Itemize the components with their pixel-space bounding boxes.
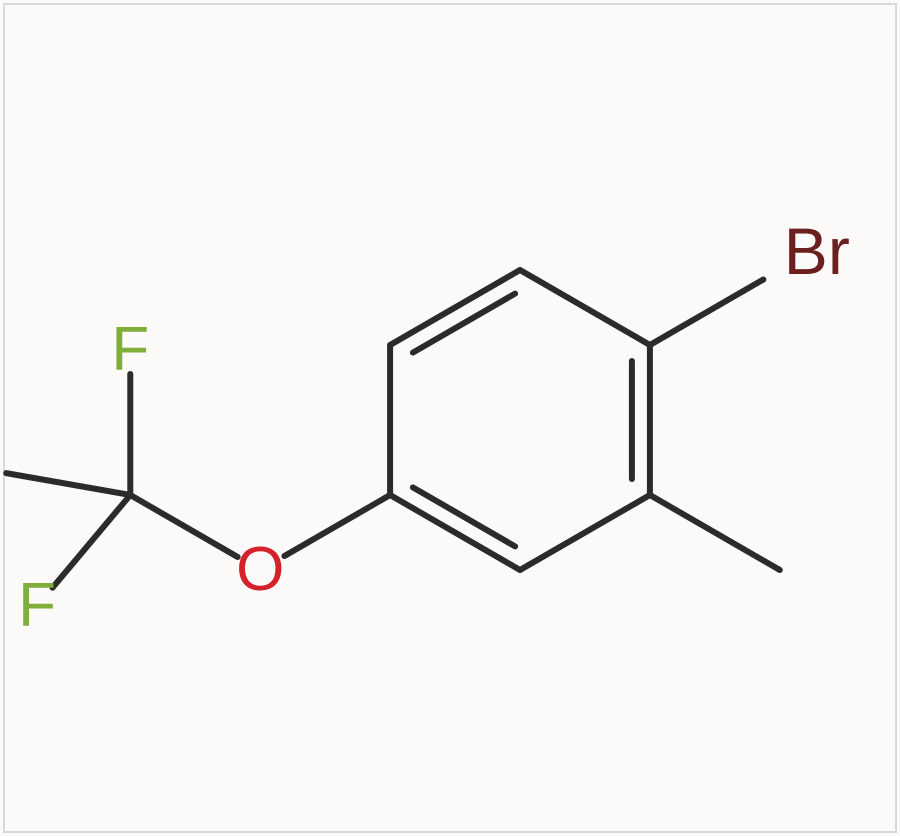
molecule-drawing [0, 0, 900, 836]
fluorine-top-label: F [111, 319, 149, 381]
bromine-label: Br [784, 218, 850, 284]
fluorine-left-label: F [0, 438, 2, 500]
fluorine-bottom-label: F [18, 575, 56, 637]
oxygen-label: O [236, 539, 284, 601]
